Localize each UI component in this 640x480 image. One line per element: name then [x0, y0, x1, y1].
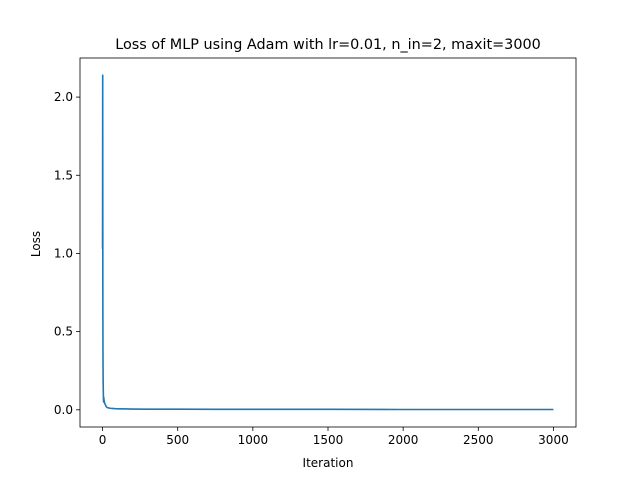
axes-frame [79, 57, 577, 428]
y-tick-label: 0.0 [54, 403, 73, 417]
x-tick-label: 2500 [463, 433, 494, 447]
x-tick-label: 2000 [388, 433, 419, 447]
x-axis-label: Iteration [303, 456, 354, 470]
x-tick-label: 3000 [538, 433, 569, 447]
x-tick-label: 1000 [238, 433, 269, 447]
y-tick-label: 1.0 [54, 246, 73, 260]
series-line-0 [101, 74, 554, 411]
y-tick-label: 1.5 [54, 168, 73, 182]
y-tick-label: 2.0 [54, 90, 73, 104]
x-tick-label: 1500 [313, 433, 344, 447]
y-tick-label: 0.5 [54, 325, 73, 339]
y-axis-label: Loss [29, 231, 43, 257]
x-tick-label: 500 [166, 433, 189, 447]
plot-area: 0 500 1000 1500 2000 2500 3000 0.0 0.5 1.0 1.5 2.0 [54, 57, 577, 447]
chart-title: Loss of MLP using Adam with lr=0.01, n_i… [115, 37, 541, 53]
x-tick-label: 0 [99, 433, 107, 447]
